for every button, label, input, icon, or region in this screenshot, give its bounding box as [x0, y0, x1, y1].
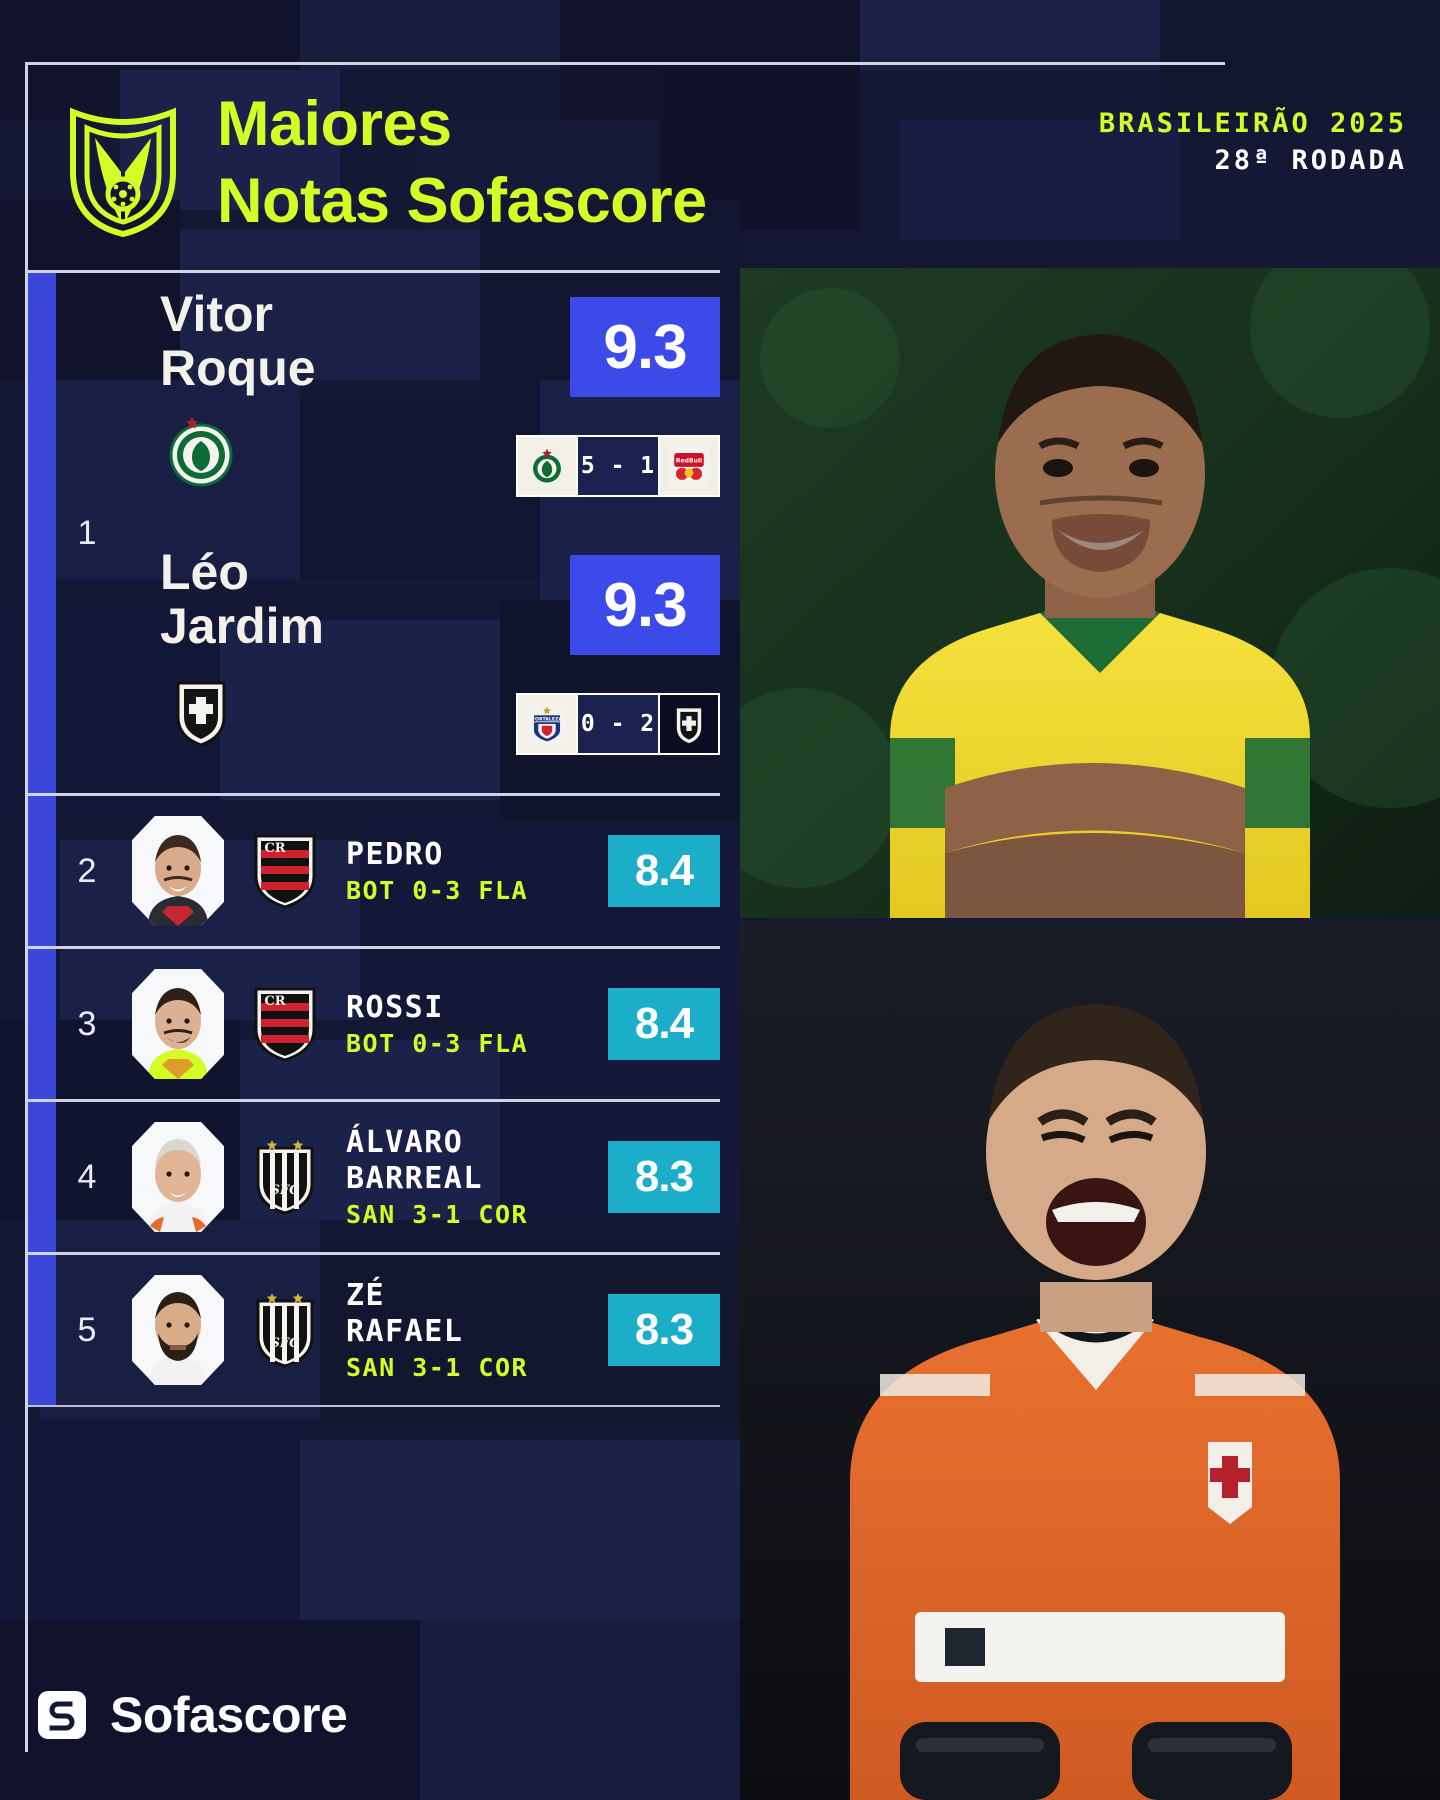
vasco-crest-icon: [660, 695, 718, 753]
player-name-line-1: ÁLVARO: [346, 1125, 464, 1161]
ranking-row-featured[interactable]: 1 Vitor Roque: [28, 273, 720, 793]
sofascore-shield-icon: [63, 98, 183, 238]
player-photo: [132, 969, 224, 1079]
match-score: 5 - 1: [576, 437, 660, 495]
player-photo: [132, 1275, 224, 1385]
vitor-roque-photo: [740, 268, 1440, 918]
row-accent-bar: [28, 273, 56, 793]
player-name: Vitor Roque: [160, 287, 316, 395]
svg-text:RedBull: RedBull: [676, 458, 702, 465]
rating-badge: 8.4: [608, 835, 720, 907]
santos-crest-icon: SFC: [250, 1291, 320, 1369]
competition-label: BRASILEIRÃO 2025: [1098, 108, 1407, 139]
player-last-name: Jardim: [160, 598, 324, 654]
player-info: ÁLVARO BARREAL SAN 3-1 COR: [346, 1125, 608, 1229]
ranking-row-2[interactable]: 2: [28, 796, 720, 946]
player-name: Léo Jardim: [160, 545, 324, 653]
ranking-list: 1 Vitor Roque: [28, 270, 720, 1407]
vasco-crest-icon: [164, 673, 238, 747]
svg-text:CR: CR: [264, 994, 285, 1009]
palmeiras-crest-icon: [518, 437, 576, 495]
row-divider: [28, 946, 720, 949]
match-result-badge[interactable]: 5 - 1 RedBull: [516, 435, 720, 497]
row-accent-bar: [28, 949, 56, 1099]
ranking-row-4[interactable]: 4: [28, 1102, 720, 1252]
row-divider: [28, 793, 720, 796]
player-name: PEDRO: [346, 837, 608, 872]
player-info: ZÉ RAFAEL SAN 3-1 COR: [346, 1278, 608, 1382]
player-info: ROSSI BOT 0-3 FLA: [346, 990, 608, 1058]
svg-text:CR: CR: [264, 841, 285, 856]
footer-brand-name: Sofascore: [110, 1687, 348, 1743]
header: Maiores Notas Sofascore BRASILEIRÃO 2025…: [25, 80, 1415, 265]
row-accent-bar: [28, 1255, 56, 1405]
rating-badge: 8.3: [608, 1141, 720, 1213]
footer-brand: Sofascore: [36, 1686, 348, 1744]
santos-crest-icon: SFC: [250, 1138, 320, 1216]
match-result-badge[interactable]: FORTALEZA 0 - 2: [516, 693, 720, 755]
round-label: 28ª RODADA: [1214, 145, 1407, 176]
player-name: ROSSI: [346, 990, 608, 1025]
row-divider: [28, 1252, 720, 1255]
rating-badge: 9.3: [570, 555, 720, 655]
match-summary: SAN 3-1 COR: [346, 1352, 529, 1382]
rank-number: 5: [77, 1310, 97, 1349]
list-top-rule: [28, 270, 720, 273]
sofascore-mark-icon: [36, 1689, 88, 1741]
player-name-line-2: RAFAEL: [346, 1313, 464, 1349]
title-line-2: Notas Sofascore: [217, 165, 707, 236]
rank-number: 3: [77, 1004, 97, 1043]
player-first-name: Vitor: [160, 286, 273, 342]
player-name: ÁLVARO BARREAL: [346, 1125, 608, 1196]
match-summary: BOT 0-3 FLA: [346, 1029, 529, 1059]
match-summary: BOT 0-3 FLA: [346, 876, 529, 906]
player-name-line-1: PEDRO: [346, 836, 444, 872]
match-summary: SAN 3-1 COR: [346, 1199, 529, 1229]
bragantino-crest-icon: RedBull: [660, 437, 718, 495]
player-name: ZÉ RAFAEL: [346, 1278, 608, 1349]
list-bottom-rule: [28, 1405, 720, 1407]
rank-number: 2: [77, 851, 97, 890]
rank-number: 4: [77, 1157, 97, 1196]
svg-text:SFC: SFC: [271, 1336, 301, 1351]
svg-text:SFC: SFC: [271, 1183, 301, 1198]
frame-top-rule: [25, 62, 1225, 65]
row-accent-bar: [28, 1102, 56, 1252]
player-name-line-1: ROSSI: [346, 989, 444, 1025]
row-divider: [28, 1099, 720, 1102]
header-meta: BRASILEIRÃO 2025 28ª RODADA: [1099, 108, 1407, 176]
rank-number: 1: [77, 513, 97, 552]
player-name-line-2: BARREAL: [346, 1160, 483, 1196]
frame-left-rule: [25, 62, 28, 1752]
page-title: Maiores Notas Sofascore: [217, 86, 707, 240]
title-line-1: Maiores: [217, 89, 452, 159]
ranking-row-5[interactable]: 5: [28, 1255, 720, 1405]
match-score: 0 - 2: [576, 695, 660, 753]
player-photo: [132, 1122, 224, 1232]
rating-badge: 9.3: [570, 297, 720, 397]
player-photo: [132, 816, 224, 926]
player-last-name: Roque: [160, 340, 316, 396]
row-accent-bar: [28, 796, 56, 946]
palmeiras-crest-icon: [164, 415, 238, 489]
fortaleza-crest-icon: FORTALEZA: [518, 695, 576, 753]
player-first-name: Léo: [160, 544, 249, 600]
leo-jardim-photo: [740, 922, 1440, 1800]
player-info: PEDRO BOT 0-3 FLA: [346, 837, 608, 905]
rating-badge: 8.4: [608, 988, 720, 1060]
player-name-line-1: ZÉ: [346, 1278, 386, 1314]
ranking-row-3[interactable]: 3: [28, 949, 720, 1099]
flamengo-crest-icon: CR: [250, 985, 320, 1063]
rating-badge: 8.3: [608, 1294, 720, 1366]
page-frame: [25, 62, 1440, 1800]
svg-text:FORTALEZA: FORTALEZA: [532, 717, 563, 723]
flamengo-crest-icon: CR: [250, 832, 320, 910]
